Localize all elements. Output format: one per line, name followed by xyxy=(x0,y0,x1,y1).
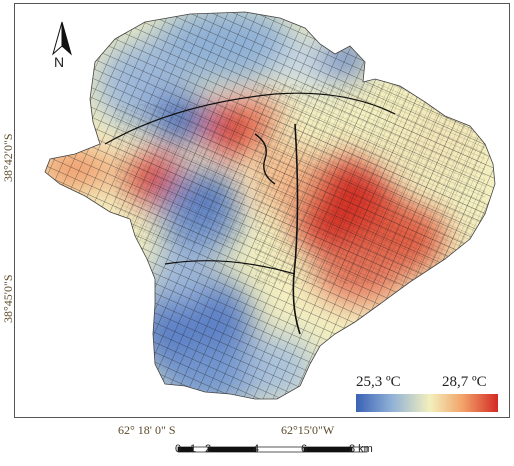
scale-segment xyxy=(255,446,305,453)
north-arrow-icon xyxy=(52,21,72,56)
longitude-label-2: 62°15'0"W xyxy=(281,423,335,437)
scale-label: 6 xyxy=(301,443,308,455)
scale-label: 2 xyxy=(205,443,212,455)
legend-color-bar xyxy=(356,394,498,412)
longitude-label-1: 62° 18' 0" S xyxy=(118,423,176,437)
scale-label: 1 xyxy=(190,443,197,455)
scale-segment xyxy=(303,446,353,453)
latitude-label-1: 38°42'0"S xyxy=(1,133,15,182)
scale-label: 8 km xyxy=(349,443,373,455)
scale-segment xyxy=(351,446,368,453)
temperature-surface xyxy=(45,12,495,399)
scale-segment xyxy=(207,446,257,453)
scale-label: 0 xyxy=(175,443,182,455)
north-label: N xyxy=(54,54,65,70)
latitude-label-2: 38°45'0"S xyxy=(1,274,15,323)
legend-max-label: 28,7 ºC xyxy=(442,374,487,390)
legend-min-label: 25,3 ºC xyxy=(356,374,401,390)
scale-label: 4 xyxy=(253,443,260,455)
city-boundary xyxy=(44,11,496,400)
temperature-map xyxy=(44,11,496,400)
scale-bar xyxy=(177,446,368,453)
map-frame: N 25,3 ºC 28,7 ºC xyxy=(14,3,510,418)
